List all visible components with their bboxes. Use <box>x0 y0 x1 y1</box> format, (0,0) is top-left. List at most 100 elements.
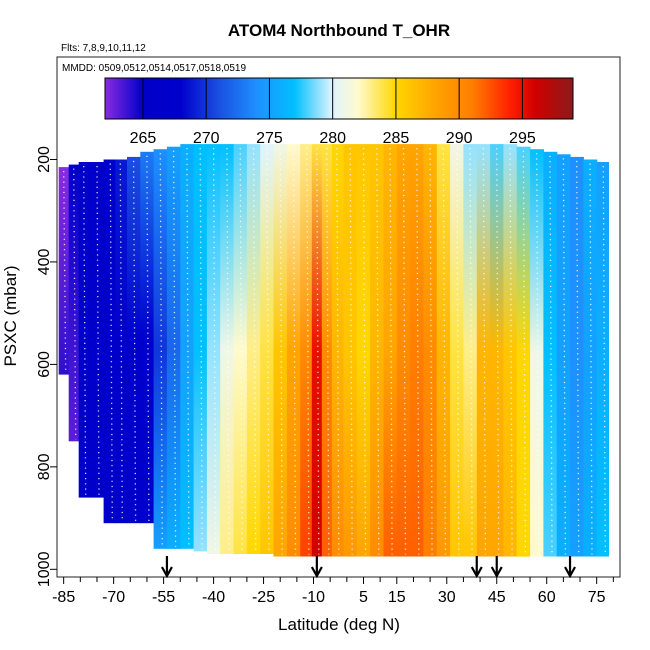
flight-track <box>429 148 433 555</box>
heat-column <box>300 144 313 557</box>
flight-track <box>336 148 340 555</box>
x-tick-label: -10 <box>302 589 325 606</box>
x-tick-label: -25 <box>252 589 275 606</box>
heat-column <box>356 144 371 557</box>
colorbar-tick-label: 285 <box>383 130 410 147</box>
heat-column <box>436 144 451 557</box>
y-tick-label: 400 <box>36 248 53 275</box>
x-tick-label: 15 <box>388 589 406 606</box>
flight-track <box>496 148 500 555</box>
heat-column <box>220 144 235 554</box>
heat-column <box>530 149 544 557</box>
flight-track <box>456 148 460 555</box>
heat-column <box>556 154 571 557</box>
x-tick-label: 45 <box>488 589 506 606</box>
y-axis-label: PSXC (mbar) <box>1 265 20 366</box>
heat-column <box>321 144 333 557</box>
heat-column <box>103 159 116 524</box>
flight-track <box>146 155 150 522</box>
flight-track <box>509 148 513 555</box>
colorbar-tick-label: 265 <box>130 130 157 147</box>
heat-column <box>90 162 105 498</box>
heat-column <box>246 144 261 554</box>
heat-column <box>370 144 384 557</box>
heat-column <box>383 144 398 557</box>
flight-track <box>306 148 310 555</box>
heat-column <box>450 144 464 557</box>
heat-column <box>233 144 248 554</box>
y-tick-label: 600 <box>36 351 53 378</box>
x-tick-label: 30 <box>438 589 456 606</box>
flight-track <box>349 148 353 555</box>
x-tick-label: 5 <box>359 589 368 606</box>
flight-arrow-head <box>470 566 483 579</box>
colorbar-tick-label: 290 <box>446 130 473 147</box>
y-axis: 200 400 600 800 1000 <box>36 146 57 587</box>
flight-arrow-head <box>490 566 503 579</box>
heat-column <box>78 162 91 498</box>
x-tick-label: -85 <box>52 589 75 606</box>
x-tick-label: -70 <box>102 589 125 606</box>
heat-column <box>331 144 345 557</box>
flight-track <box>376 148 380 555</box>
colorbar-tick-label: 295 <box>509 130 536 147</box>
flight-track <box>292 148 297 555</box>
heat-column <box>516 146 531 557</box>
flight-arrow-head <box>310 566 323 579</box>
heat-column <box>273 144 288 557</box>
flight-track <box>576 160 580 555</box>
plot-frame <box>56 56 621 578</box>
heatmap-area <box>58 144 609 557</box>
x-tick-label: -40 <box>202 589 225 606</box>
flight-track <box>402 148 407 555</box>
heat-column <box>206 144 221 554</box>
heat-column <box>58 167 70 375</box>
flight-track <box>416 148 420 555</box>
heat-column <box>503 144 518 557</box>
flight-arrows <box>160 556 576 579</box>
flight-track <box>73 168 77 440</box>
colorbar: 265 270 275 280 285 290 295 <box>104 77 574 147</box>
flight-track <box>562 158 567 555</box>
heat-column <box>583 159 598 557</box>
flight-track <box>362 148 367 555</box>
heat-column <box>490 144 504 557</box>
colorbar-gradient <box>104 77 574 120</box>
heat-column <box>127 156 141 524</box>
heat-column <box>570 156 584 557</box>
colorbar-tick-label: 280 <box>319 130 346 147</box>
heat-column <box>596 162 609 557</box>
y-tick-label: 800 <box>36 453 53 480</box>
flight-track <box>389 148 393 555</box>
flight-arrow-head <box>564 566 576 579</box>
flight-track <box>279 148 283 555</box>
heat-column <box>260 144 275 554</box>
flight-arrow-head <box>160 566 173 579</box>
x-tick-label: 75 <box>588 589 606 606</box>
x-tick-label: -55 <box>152 589 175 606</box>
x-axis: -85 -70 -55 -40 -25 -10 5 15 30 45 60 75 <box>52 577 614 606</box>
flight-track <box>172 150 177 547</box>
x-tick-label: 60 <box>538 589 556 606</box>
flight-track <box>482 148 487 555</box>
dates-note: MMDD: 0509,0512,0514,0517,0518,0519 <box>62 63 246 74</box>
heat-column <box>423 144 438 557</box>
flight-track <box>469 148 473 555</box>
heat-column <box>476 144 491 557</box>
heat-column <box>166 146 181 549</box>
heat-column <box>396 144 411 557</box>
flights-note: Flts: 7,8,9,10,11,12 <box>61 43 146 54</box>
heat-column <box>153 149 168 549</box>
y-tick-label: 200 <box>36 146 53 173</box>
heat-column <box>286 144 301 557</box>
heat-column <box>193 144 208 552</box>
heat-column <box>140 151 155 524</box>
heat-column <box>410 144 424 557</box>
heat-column <box>68 164 80 442</box>
flight-track <box>159 153 163 547</box>
colorbar-tick-label: 270 <box>193 130 220 147</box>
colorbar-tick-label: 275 <box>256 130 283 147</box>
heat-column <box>463 144 478 557</box>
heat-column <box>311 144 323 557</box>
